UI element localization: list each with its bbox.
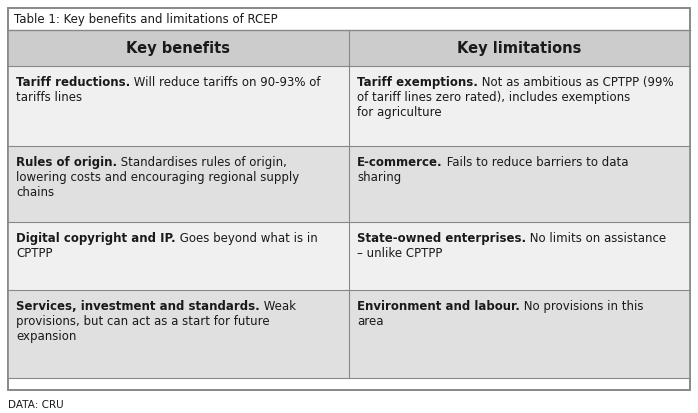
Text: Not as ambitious as CPTPP (99%: Not as ambitious as CPTPP (99% bbox=[478, 76, 674, 89]
Text: chains: chains bbox=[16, 185, 54, 199]
Bar bbox=[349, 66, 690, 146]
Text: Services, investment and standards.: Services, investment and standards. bbox=[16, 300, 260, 313]
Text: tariffs lines: tariffs lines bbox=[16, 91, 82, 104]
Text: DATA: CRU: DATA: CRU bbox=[8, 400, 64, 410]
Bar bbox=[8, 66, 349, 146]
Bar bbox=[8, 290, 349, 378]
Text: area: area bbox=[357, 315, 383, 328]
Text: Fails to reduce barriers to data: Fails to reduce barriers to data bbox=[443, 156, 628, 169]
Text: E-commerce.: E-commerce. bbox=[357, 156, 443, 169]
Text: lowering costs and encouraging regional supply: lowering costs and encouraging regional … bbox=[16, 171, 299, 184]
Bar bbox=[8, 222, 349, 290]
Text: for agriculture: for agriculture bbox=[357, 105, 442, 119]
Text: Rules of origin.: Rules of origin. bbox=[16, 156, 117, 169]
Bar bbox=[349, 30, 690, 66]
Text: CPTPP: CPTPP bbox=[16, 247, 52, 260]
Text: of tariff lines zero rated), includes exemptions: of tariff lines zero rated), includes ex… bbox=[357, 91, 630, 104]
Text: Will reduce tariffs on 90-93% of: Will reduce tariffs on 90-93% of bbox=[131, 76, 321, 89]
Text: – unlike CPTPP: – unlike CPTPP bbox=[357, 247, 443, 260]
Bar bbox=[349, 290, 690, 378]
Text: Table 1: Key benefits and limitations of RCEP: Table 1: Key benefits and limitations of… bbox=[14, 12, 278, 26]
Text: sharing: sharing bbox=[357, 171, 401, 184]
Text: Key limitations: Key limitations bbox=[457, 40, 581, 55]
Bar bbox=[349, 146, 690, 222]
Text: expansion: expansion bbox=[16, 330, 76, 342]
Text: Key benefits: Key benefits bbox=[126, 40, 230, 55]
Text: No limits on assistance: No limits on assistance bbox=[526, 232, 667, 245]
Text: Tariff reductions.: Tariff reductions. bbox=[16, 76, 131, 89]
Bar bbox=[8, 146, 349, 222]
Text: Standardises rules of origin,: Standardises rules of origin, bbox=[117, 156, 287, 169]
Bar bbox=[8, 30, 349, 66]
Text: Digital copyright and IP.: Digital copyright and IP. bbox=[16, 232, 176, 245]
Text: Weak: Weak bbox=[260, 300, 296, 313]
Text: Tariff exemptions.: Tariff exemptions. bbox=[357, 76, 478, 89]
Text: No provisions in this: No provisions in this bbox=[520, 300, 644, 313]
Text: Environment and labour.: Environment and labour. bbox=[357, 300, 520, 313]
Text: State-owned enterprises.: State-owned enterprises. bbox=[357, 232, 526, 245]
Text: provisions, but can act as a start for future: provisions, but can act as a start for f… bbox=[16, 315, 269, 328]
Bar bbox=[349, 222, 690, 290]
Text: Goes beyond what is in: Goes beyond what is in bbox=[176, 232, 318, 245]
